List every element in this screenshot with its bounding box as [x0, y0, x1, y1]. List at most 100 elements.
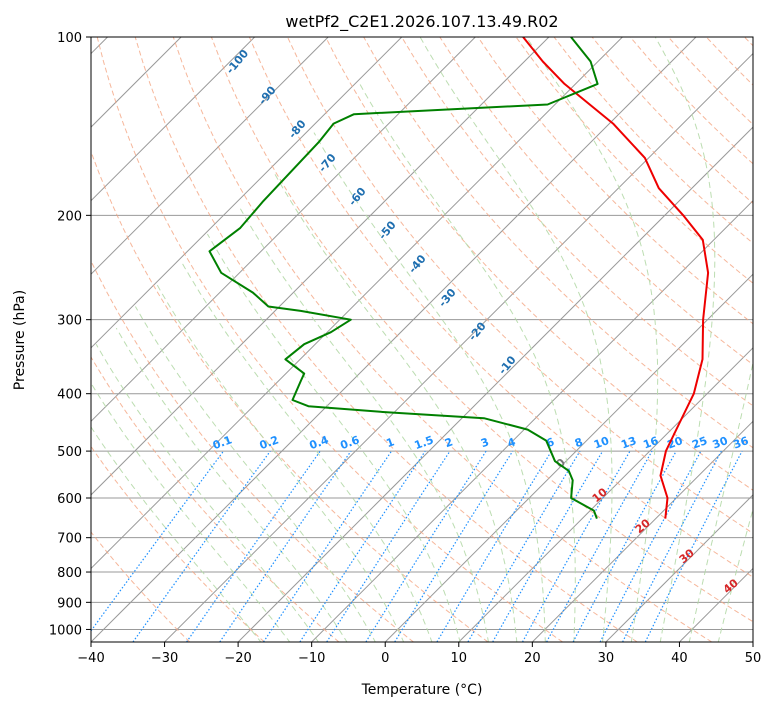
mixing-ratio-line [622, 450, 722, 642]
dry-adiabat-line [325, 37, 753, 491]
moist-adiabat-line [654, 37, 716, 642]
mixing-ratio-line [436, 450, 553, 642]
y-tick-label: 1000 [49, 623, 82, 638]
dry-adiabat-line [248, 37, 753, 578]
moist-adiabat-line [419, 37, 613, 642]
mixing-ratio-label: 0.4 [308, 433, 331, 452]
mixing-ratio-line [219, 450, 352, 642]
mixing-ratio-label: 4 [506, 435, 518, 450]
mixing-ratio-line [326, 450, 451, 642]
x-tick-label: 50 [745, 651, 762, 666]
mixing-ratio-label: 0.2 [258, 433, 281, 452]
mixing-ratio-line [365, 450, 487, 642]
y-axis-title: Pressure (hPa) [12, 290, 28, 390]
moist-adiabat-line [134, 306, 376, 642]
isotherm-line [531, 420, 753, 642]
mixing-ratio-label: 8 [573, 435, 585, 450]
x-tick-label: −10 [298, 651, 325, 666]
mixing-ratio-line [299, 450, 426, 642]
moist-adiabat-line [274, 173, 518, 642]
mixing-ratio-label: 20 [666, 434, 685, 452]
dry-adiabat-line [96, 37, 563, 642]
mixing-ratio-label: 13 [619, 434, 638, 451]
mixing-ratio-line [186, 450, 321, 642]
temperature-profile-line [522, 37, 710, 519]
x-tick-label: 10 [451, 651, 468, 666]
y-tick-label: 200 [57, 209, 82, 224]
moist-adiabat-line [91, 426, 262, 642]
y-tick-label: 700 [57, 532, 82, 547]
mixing-ratio-line [132, 450, 271, 642]
moist-adiabat-line [525, 37, 659, 642]
dry-adiabat-line [515, 37, 753, 284]
plot-background [91, 37, 753, 642]
mixing-ratio-label: 0.1 [211, 433, 234, 452]
y-tick-label: 300 [57, 314, 82, 329]
axes: −40 −30 −20 −10 0 10 20 30 40 5010020030040050060… [49, 31, 761, 666]
x-tick-label: 40 [671, 651, 688, 666]
mixing-ratio-label: 36 [731, 434, 750, 452]
x-tick-label: −20 [224, 651, 251, 666]
isotherm-line [237, 126, 753, 642]
mixing-ratio-label: 2 [443, 435, 455, 450]
x-tick-label: −30 [151, 651, 178, 666]
moist-adiabat-line [239, 208, 490, 642]
mixing-ratio-label: 30 [711, 434, 730, 452]
mixing-ratio-line [521, 450, 631, 642]
dry-adiabat-line [210, 37, 753, 623]
mixing-ratio-line [644, 450, 743, 642]
isotherm-line [91, 37, 256, 202]
mixing-ratio-label: 1 [385, 435, 397, 450]
x-tick-label: 30 [598, 651, 615, 666]
dry-adiabat-line [439, 37, 753, 366]
isotherm-line [605, 494, 753, 642]
mixing-ratio-label: 6 [544, 435, 556, 450]
moist-adiabat-line [717, 507, 753, 642]
dry-adiabat-line [91, 445, 265, 642]
mixing-ratio-label: 1.5 [413, 433, 436, 452]
y-tick-label: 800 [57, 566, 82, 581]
isotherm-line [458, 347, 753, 642]
isotherm-line [752, 641, 753, 642]
y-tick-label: 500 [57, 445, 82, 460]
moist-adiabat-line [688, 360, 753, 642]
mixing-ratio-line [91, 450, 224, 632]
moist-adiabat-line [206, 233, 461, 642]
mixing-ratio-label: 25 [690, 434, 709, 451]
isotherm-line [91, 37, 623, 570]
dry-adiabat-line [91, 259, 414, 642]
mixing-ratio-label: 16 [641, 434, 660, 452]
chart-title: wetPf2_C2E1.2026.107.13.49.R02 [285, 12, 558, 32]
x-tick-label: 20 [524, 651, 541, 666]
dry-adiabat-line [91, 356, 340, 642]
dry-adiabat-line [172, 37, 713, 642]
dry-adiabat-line [91, 531, 191, 642]
dewpoint-profile-line [208, 37, 599, 519]
isotherm-line [91, 37, 697, 642]
mixing-ratio-line [572, 450, 677, 642]
x-tick-label: 0 [381, 651, 389, 666]
isotherm-line [164, 52, 753, 642]
mixing-ratio-label: 10 [592, 434, 611, 452]
x-tick-label: −40 [77, 651, 104, 666]
y-tick-label: 400 [57, 388, 82, 403]
profile-lines [208, 37, 710, 519]
y-tick-label: 100 [57, 31, 82, 46]
moist-adiabat-line [155, 282, 405, 642]
y-tick-label: 600 [57, 492, 82, 507]
moist-adiabat-line [181, 262, 433, 642]
mixing-ratio-label: 0.6 [338, 433, 361, 452]
dry-adiabat-line [401, 37, 753, 407]
moist-adiabat-line [91, 382, 291, 642]
dry-adiabat-line [134, 37, 638, 642]
isotherm-line [91, 37, 550, 496]
mixing-ratio-line [599, 450, 702, 642]
x-axis-title: Temperature (°C) [361, 682, 483, 698]
dry-adiabat-line [91, 150, 489, 642]
isotherm-line [91, 37, 403, 349]
plot-frame [90, 36, 754, 643]
y-tick-label: 900 [57, 596, 82, 611]
isotherm-line [91, 37, 329, 275]
background-lines [91, 37, 753, 642]
